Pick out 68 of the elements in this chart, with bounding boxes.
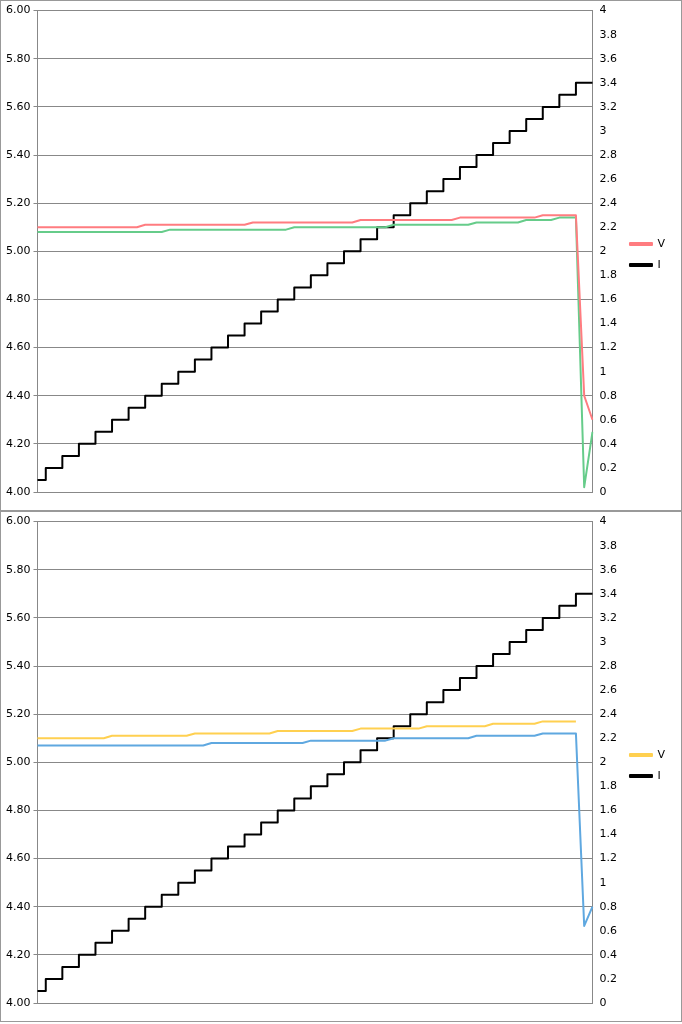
y-tick-label: 5.40 [5, 147, 31, 161]
y-tick-label: 5.40 [5, 658, 31, 672]
y2-tick-label: 3.6 [599, 51, 617, 65]
y2-tick-label: 1.6 [599, 803, 617, 817]
y2-tick-label: 2.6 [599, 171, 617, 185]
legend-label: V [657, 747, 666, 761]
y2-tick-label: 3 [599, 634, 607, 648]
y2-tick-label: 0.8 [599, 388, 617, 402]
y2-tick-label: 0.2 [599, 460, 617, 474]
y-tick-label: 6.00 [5, 3, 31, 17]
y-tick-label: 6.00 [5, 514, 31, 528]
y2-tick-label: 0.2 [599, 971, 617, 985]
y2-tick-label: 2.2 [599, 731, 617, 745]
y-tick-label: 4.00 [5, 484, 31, 498]
y-tick-label: 5.60 [5, 99, 31, 113]
y2-tick-label: 0.4 [599, 436, 617, 450]
y2-tick-label: 1.2 [599, 340, 617, 354]
y2-tick-label: 3.4 [599, 586, 617, 600]
y2-tick-label: 0 [599, 484, 607, 498]
y-tick-label: 5.80 [5, 51, 31, 65]
y-tick-label: 4.40 [5, 899, 31, 913]
y-tick-label: 4.80 [5, 292, 31, 306]
y2-tick-label: 3.8 [599, 27, 617, 41]
y2-tick-label: 2 [599, 244, 607, 258]
y-tick-label: 4.60 [5, 340, 31, 354]
y2-tick-label: 0.6 [599, 923, 617, 937]
y2-tick-label: 0.4 [599, 947, 617, 961]
y2-tick-label: 1.6 [599, 292, 617, 306]
y2-tick-label: 1.8 [599, 779, 617, 793]
y2-tick-label: 0.6 [599, 412, 617, 426]
legend-label: I [657, 257, 661, 271]
y2-tick-label: 3.2 [599, 610, 617, 624]
legend-label: I [657, 768, 661, 782]
y2-tick-label: 1 [599, 364, 607, 378]
y-tick-label: 4.20 [5, 947, 31, 961]
y2-tick-label: 1.8 [599, 268, 617, 282]
y2-tick-label: 2.8 [599, 147, 617, 161]
y-tick-label: 4.60 [5, 851, 31, 865]
y-tick-label: 5.80 [5, 562, 31, 576]
y2-tick-label: 2.8 [599, 658, 617, 672]
y-tick-label: 5.60 [5, 610, 31, 624]
y2-tick-label: 1.4 [599, 316, 617, 330]
y2-tick-label: 0.8 [599, 899, 617, 913]
y-tick-label: 4.80 [5, 803, 31, 817]
y-tick-label: 4.00 [5, 995, 31, 1009]
y2-tick-label: 2 [599, 755, 607, 769]
y-tick-label: 5.00 [5, 244, 31, 258]
y-tick-label: 5.20 [5, 707, 31, 721]
y2-tick-label: 3.6 [599, 562, 617, 576]
y2-tick-label: 3 [599, 123, 607, 137]
y2-tick-label: 2.2 [599, 220, 617, 234]
y-tick-label: 4.40 [5, 388, 31, 402]
y2-tick-label: 0 [599, 995, 607, 1009]
y2-tick-label: 4 [599, 514, 607, 528]
legend-label: V [657, 236, 666, 250]
y2-tick-label: 1.4 [599, 827, 617, 841]
y-tick-label: 5.20 [5, 196, 31, 210]
y2-tick-label: 2.4 [599, 196, 617, 210]
y-tick-label: 5.00 [5, 755, 31, 769]
y2-tick-label: 1.2 [599, 851, 617, 865]
y2-tick-label: 1 [599, 875, 607, 889]
y2-tick-label: 4 [599, 3, 607, 17]
y-tick-label: 4.20 [5, 436, 31, 450]
y2-tick-label: 2.4 [599, 707, 617, 721]
y2-tick-label: 3.2 [599, 99, 617, 113]
y2-tick-label: 3.8 [599, 538, 617, 552]
y2-tick-label: 2.6 [599, 682, 617, 696]
y2-tick-label: 3.4 [599, 75, 617, 89]
